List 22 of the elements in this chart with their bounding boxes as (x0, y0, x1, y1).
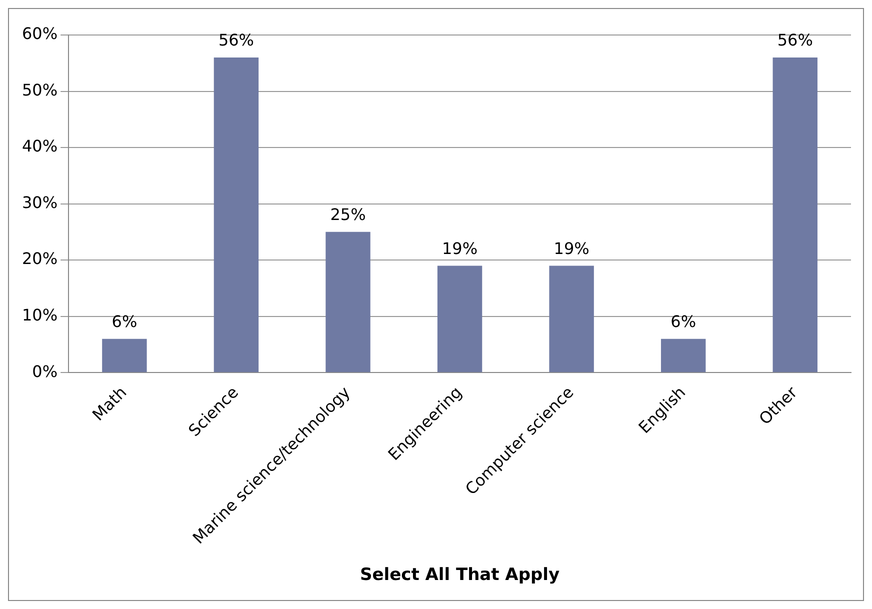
y-tick-label: 20% (22, 249, 58, 268)
y-tick-label: 60% (22, 24, 58, 44)
bar (214, 58, 259, 372)
bar (437, 266, 482, 372)
bar (549, 266, 594, 372)
y-tick-label: 10% (22, 305, 58, 324)
bar (326, 232, 370, 372)
data-label: 6% (670, 312, 696, 331)
data-label: 56% (777, 30, 813, 50)
data-label: 25% (330, 205, 366, 224)
bar (102, 338, 147, 372)
bar (772, 58, 818, 372)
y-tick-label: 40% (22, 136, 58, 156)
data-label: 6% (112, 312, 138, 331)
y-tick-label: 0% (32, 362, 58, 381)
y-tick-label: 50% (22, 80, 58, 100)
data-label: 19% (442, 238, 478, 258)
data-label: 19% (554, 238, 590, 258)
y-tick-label: 30% (22, 192, 58, 212)
data-label: 56% (218, 30, 254, 50)
x-axis-title: Select All That Apply (360, 565, 560, 586)
bar (660, 338, 706, 372)
